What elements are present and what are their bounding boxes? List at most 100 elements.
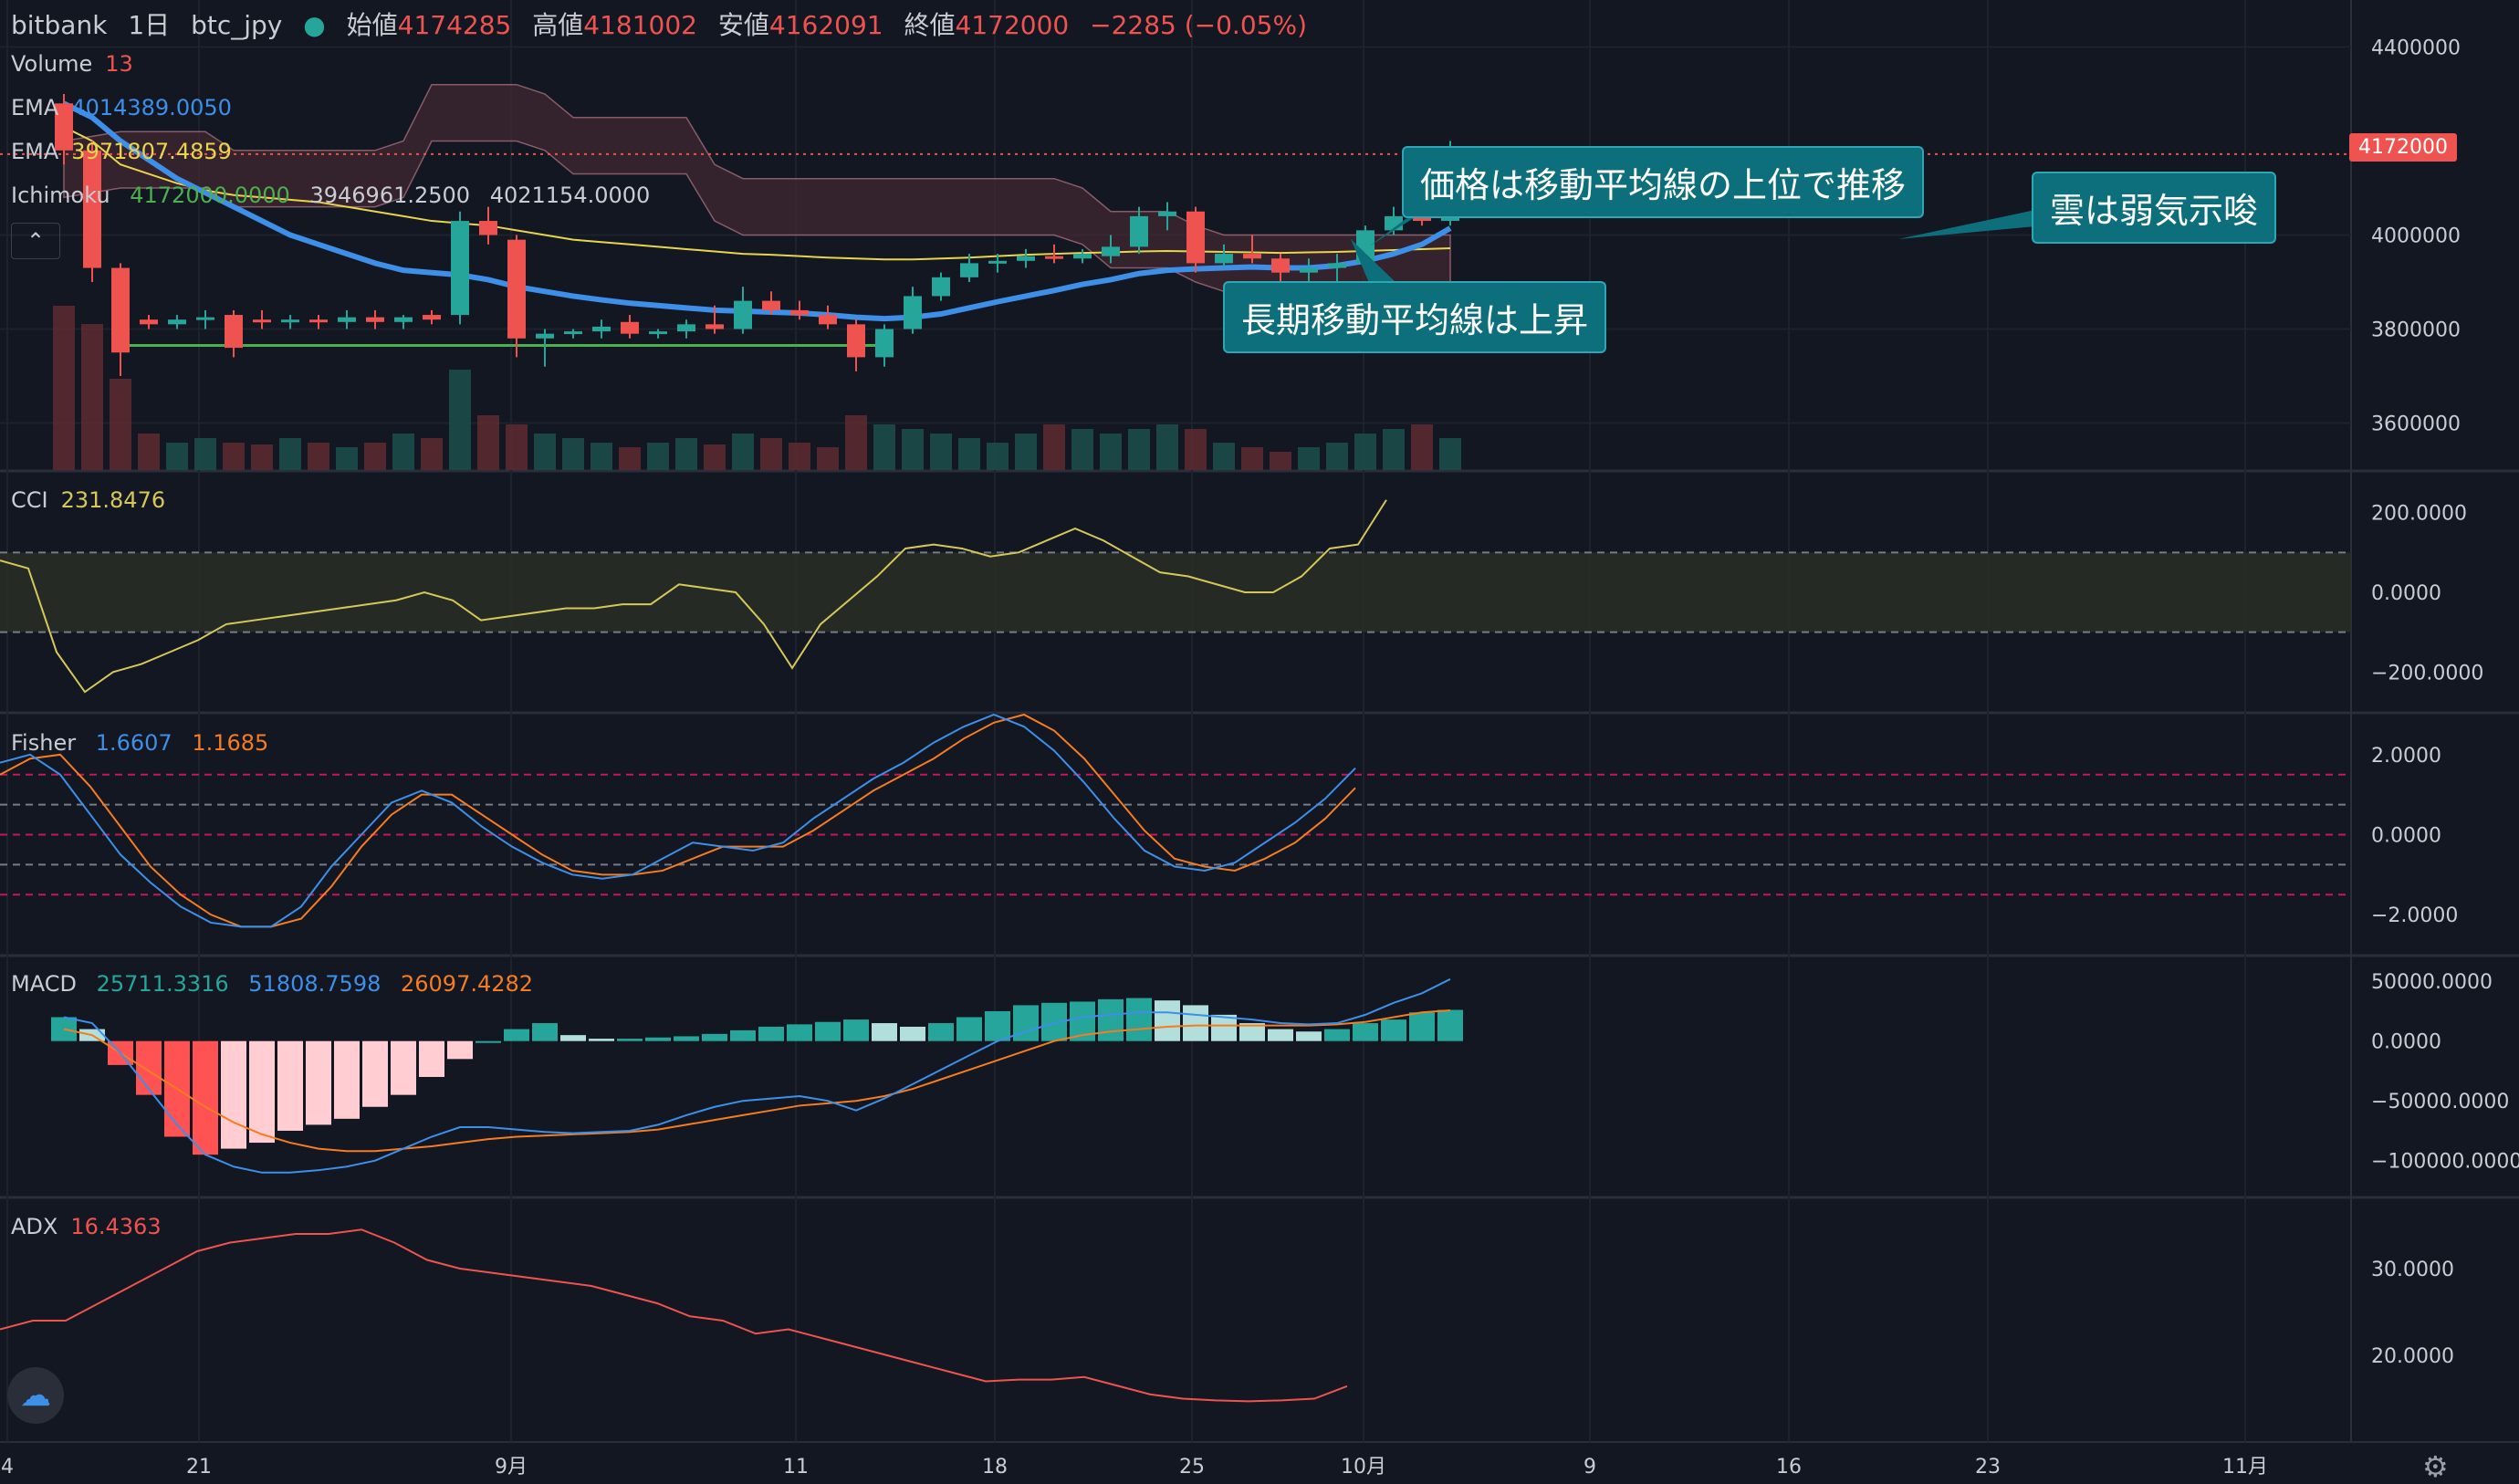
interval[interactable]: 1日 — [128, 10, 171, 40]
price-tick-label: 3600000 — [2371, 413, 2461, 436]
volume-bar — [449, 370, 471, 470]
macd-legend[interactable]: MACD 25711.3316 51808.7598 26097.4282 — [11, 971, 546, 997]
volume-bar — [987, 443, 1009, 470]
callout-long-ma-rising[interactable]: 長期移動平均線は上昇 — [1223, 281, 1607, 353]
open-label: 始値 — [346, 10, 398, 40]
macd-histogram-bar — [136, 1040, 162, 1095]
macd-histogram-bar — [1155, 1000, 1180, 1041]
macd-histogram-bar — [674, 1036, 699, 1041]
current-price-tag: 4172000 — [2349, 133, 2457, 162]
callout-cloud-bearish[interactable]: 雲は弱気示唆 — [2032, 172, 2277, 244]
candle-body — [1045, 256, 1063, 259]
ichimoku-value-3: 4021154.0000 — [489, 183, 651, 208]
candle-body — [649, 331, 667, 335]
macd-histogram-bar — [900, 1026, 925, 1041]
volume-bar — [789, 443, 810, 470]
macd-histogram-bar — [1353, 1023, 1378, 1041]
fisher-name: Fisher — [11, 730, 77, 756]
macd-histogram-bar — [758, 1026, 784, 1041]
macd-histogram-bar — [787, 1024, 812, 1041]
ema2-value: 3971807.4859 — [71, 139, 232, 164]
macd-histogram-bar — [985, 1010, 1010, 1041]
collapse-legend-button[interactable]: ⌃ — [11, 223, 60, 259]
macd-histogram-bar — [1239, 1023, 1265, 1041]
fisher-trigger-value: 1.1685 — [192, 730, 269, 756]
candle-body — [451, 221, 469, 316]
x-tick-label: 4 — [1, 1456, 14, 1479]
macd-histogram-bar — [815, 1021, 841, 1041]
volume-bar — [930, 434, 952, 470]
high-label: 高値 — [532, 10, 584, 40]
candle-body — [677, 324, 695, 332]
ema1-legend[interactable]: EMA 4014389.0050 — [11, 95, 245, 120]
x-tick-label: 9 — [1584, 1456, 1596, 1479]
cci-band — [0, 552, 2351, 632]
volume-bar — [1213, 443, 1235, 470]
candle-body — [55, 103, 73, 151]
macd-histogram-bar — [617, 1039, 643, 1041]
logo-cloud-icon: ☁ — [20, 1377, 51, 1414]
volume-bar — [732, 434, 754, 470]
volume-bar — [704, 444, 726, 470]
candle-body — [847, 324, 865, 358]
macd-histogram-bar — [532, 1023, 558, 1041]
ichimoku-legend[interactable]: Ichimoku 4172000.0000 3946961.2500 40211… — [11, 183, 663, 208]
macd-histogram-bar — [730, 1029, 756, 1041]
macd-histogram-bar — [1126, 998, 1152, 1041]
macd-histogram-bar — [306, 1040, 331, 1125]
volume-bar — [1071, 429, 1093, 470]
candle-body — [1102, 246, 1120, 256]
macd-histogram-bar — [589, 1039, 614, 1041]
callout-price-above-ma[interactable]: 価格は移動平均線の上位で推移 — [1402, 146, 1925, 218]
candle-body — [1271, 258, 1290, 273]
candle-body — [790, 309, 809, 316]
close-label: 終値 — [904, 10, 956, 40]
adx-legend[interactable]: ADX 16.4363 — [11, 1214, 174, 1239]
candle-body — [1328, 263, 1346, 268]
cci-tick-label: 0.0000 — [2371, 582, 2441, 605]
tradingview-logo[interactable]: ☁ — [7, 1367, 64, 1424]
candle-body — [762, 300, 780, 310]
macd-histogram-bar — [928, 1023, 954, 1041]
x-tick-label: 18 — [982, 1456, 1008, 1479]
volume-bar — [166, 443, 188, 470]
macd-histogram-bar — [476, 1040, 501, 1043]
ema-short-line — [63, 126, 1451, 261]
candle-body — [1186, 211, 1205, 264]
cci-legend[interactable]: CCI 231.8476 — [11, 487, 178, 513]
pair[interactable]: btc_jpy — [191, 10, 283, 40]
fisher-legend[interactable]: Fisher 1.6607 1.1685 — [11, 730, 281, 756]
volume-bar — [251, 444, 273, 470]
volume-bar — [675, 438, 697, 470]
macd-tick-label: −100000.0000 — [2371, 1151, 2519, 1174]
candle-body — [960, 263, 978, 277]
macd-histogram-bar — [249, 1040, 275, 1144]
fisher-tick-label: 0.0000 — [2371, 825, 2441, 848]
macd-histogram-bar — [447, 1040, 473, 1060]
volume-bar — [1241, 447, 1263, 470]
volume-name: Volume — [11, 51, 93, 77]
candle-body — [564, 331, 582, 335]
candle-body — [536, 333, 554, 339]
ema2-legend[interactable]: EMA 3971807.4859 — [11, 139, 245, 164]
settings-gear-icon[interactable]: ⚙ — [2422, 1449, 2449, 1484]
fisher-tick-label: −2.0000 — [2371, 904, 2458, 927]
adx-name: ADX — [11, 1214, 58, 1239]
volume-bar — [1015, 434, 1037, 470]
candle-body — [904, 296, 922, 329]
candle-body — [1300, 267, 1318, 273]
callout-pointer — [1369, 212, 1424, 246]
volume-bar — [534, 434, 556, 470]
candle-body — [168, 319, 186, 325]
fisher-line — [0, 713, 1356, 928]
macd-signal-line — [63, 1009, 1451, 1153]
volume-bar — [1326, 443, 1348, 470]
volume-bar — [1156, 424, 1178, 470]
open-value: 4174285 — [397, 10, 512, 40]
volume-bar — [845, 415, 867, 470]
volume-bar — [477, 415, 499, 470]
callout-pointer — [1898, 210, 2035, 239]
volume-legend[interactable]: Volume 13 — [11, 51, 146, 77]
header-legend: bitbank 1日 btc_jpy ● 始値4174285 高値4181002… — [11, 5, 1320, 42]
